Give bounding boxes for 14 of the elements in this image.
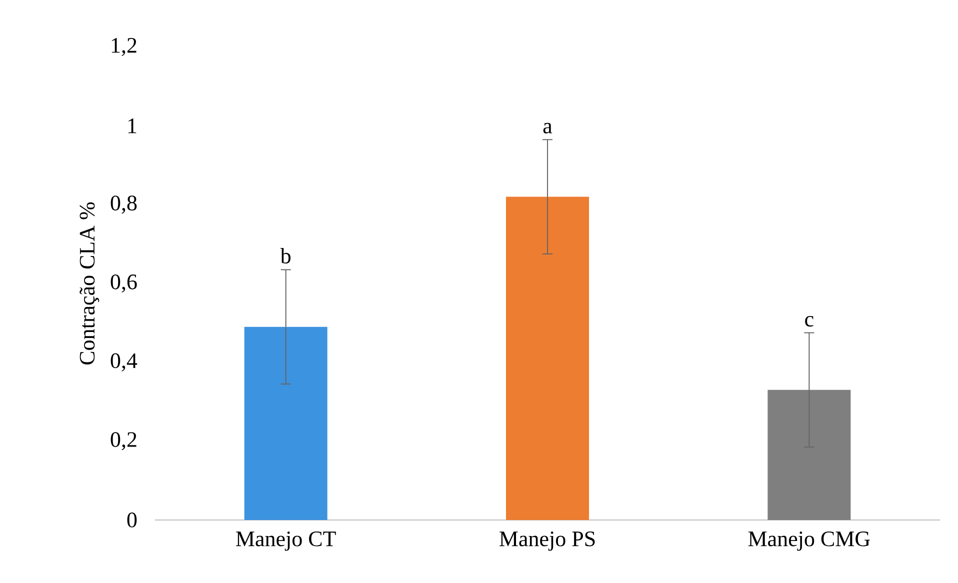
y-tick-label: 0,4	[110, 353, 138, 372]
x-tick-label: Manejo CT	[236, 532, 336, 551]
y-tick-label: 1	[128, 118, 136, 134]
x-tick-label: Manejo CMG	[748, 532, 870, 551]
y-tick-label: 0,2	[110, 432, 136, 450]
y-tick-label: 0,6	[110, 274, 137, 292]
y-axis-title: Contração CLA %	[80, 202, 100, 364]
y-tick-label: 0	[127, 512, 137, 528]
annotation: b	[280, 248, 291, 264]
y-tick-label: 1,2	[112, 38, 136, 56]
y-tick-label: 0,8	[110, 196, 137, 214]
annotation: a	[543, 122, 552, 134]
x-tick-label: Manejo PS	[500, 532, 595, 551]
annotation: c	[805, 316, 814, 327]
